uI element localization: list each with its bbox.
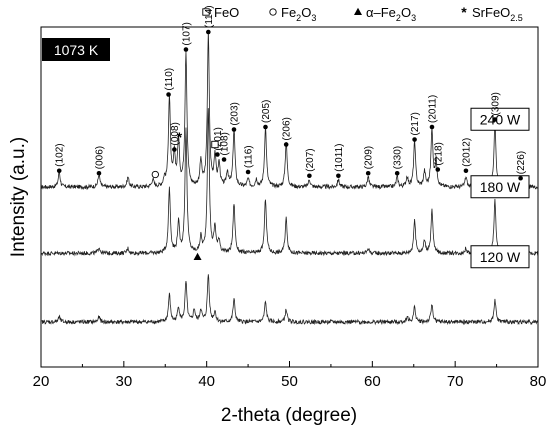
legend-label: FeO	[214, 5, 239, 20]
peak-dot-marker	[518, 175, 523, 181]
peak-dot-marker	[221, 157, 227, 162]
peak-dot-marker	[56, 168, 62, 174]
peak-dot-marker	[365, 170, 371, 176]
peak-label: (2011)	[427, 95, 438, 123]
peak-label: (2012)	[461, 138, 472, 167]
peak-label: (116)	[244, 145, 255, 168]
legend-marker-circle	[269, 8, 277, 16]
peak-label: (205)	[261, 100, 272, 123]
peak-label: (201)	[213, 127, 224, 150]
peak-dot-marker	[166, 92, 171, 97]
peak-dot-marker	[429, 124, 435, 130]
peak-dot-marker	[183, 47, 189, 52]
series-label: 240 W	[470, 107, 530, 131]
peak-label: (110)	[164, 68, 175, 91]
legend-item-triangle: α–Fe2O3	[354, 5, 416, 23]
peak-dot-marker	[283, 142, 289, 147]
xrd-series-0	[40, 30, 539, 191]
peak-label: (218)	[433, 142, 444, 165]
temperature-tag-text: 1073 K	[54, 42, 99, 58]
peak-dot-marker	[394, 170, 400, 176]
peak-labels: (102) (006) (110) (008) (107) (114) (201)(108)…	[55, 5, 527, 181]
peak-dot-marker	[307, 173, 312, 179]
series-label-text: 180 W	[480, 179, 521, 195]
peak-dot-marker	[492, 117, 498, 122]
series-label-text: 120 W	[480, 249, 521, 265]
peak-dot-marker	[245, 169, 251, 175]
phase-marker-circle	[151, 170, 159, 179]
x-tick-label: 30	[115, 373, 132, 390]
series-label: 180 W	[470, 175, 530, 199]
x-tick-label: 20	[33, 373, 50, 390]
peak-label: (330)	[393, 146, 404, 169]
legend-item-star: * SrFeO2.5	[461, 4, 523, 23]
legend-marker-square	[202, 8, 210, 16]
legend-label: α–Fe2O3	[366, 5, 416, 23]
legend-label: SrFeO2.5	[472, 5, 523, 23]
legend-item-square: FeO	[202, 5, 239, 20]
legend-item-circle: Fe2O3	[269, 5, 316, 23]
x-tick-label: 50	[281, 373, 298, 390]
x-tick-label: 60	[364, 373, 381, 390]
series-labels: 240 W 180 W 120 W	[470, 107, 530, 269]
legend-marker-star: *	[461, 4, 467, 20]
peak-dot-marker	[336, 173, 341, 179]
peak-dot-marker	[435, 167, 441, 172]
peak-dot-marker	[231, 127, 237, 132]
peak-label: (1011)	[334, 144, 345, 172]
peak-dot-marker	[412, 137, 417, 142]
temperature-tag: 1073 K	[42, 38, 110, 61]
peak-dot-marker	[463, 168, 469, 174]
peak-label: (006)	[94, 146, 105, 169]
peak-label: (107)	[181, 22, 192, 45]
phase-marker-square	[211, 140, 219, 149]
svg-text:*: *	[177, 129, 183, 145]
peak-label: (108)	[220, 132, 231, 155]
legend-marker-triangle	[354, 7, 362, 15]
legend-label: Fe2O3	[281, 5, 316, 23]
peak-label: (203)	[230, 102, 241, 125]
phase-marker-star: *	[177, 129, 183, 145]
peak-label: (226)	[516, 151, 527, 174]
xrd-series-2	[40, 274, 539, 326]
xrd-series-1	[40, 108, 539, 257]
peak-dot-marker	[96, 170, 102, 176]
peak-label: (102)	[55, 143, 66, 166]
plot-frame	[40, 26, 539, 368]
xrd-curves	[40, 30, 539, 326]
x-tick-label: 70	[447, 373, 464, 390]
x-axis-label: 2-theta (degree)	[221, 405, 357, 426]
x-tick-label: 40	[198, 373, 215, 390]
phase-marker-triangle	[193, 252, 202, 260]
x-axis: 20 30 40 50 60 70 80	[33, 361, 547, 390]
peak-dot-marker	[172, 147, 177, 152]
series-label: 120 W	[470, 245, 530, 269]
series-label-text: 240 W	[480, 111, 521, 127]
peak-dot-marker	[215, 152, 220, 157]
svg-text:*: *	[461, 4, 467, 20]
peak-label: (209)	[364, 146, 375, 169]
peak-label: (207)	[305, 148, 316, 171]
peak-label: (309)	[490, 92, 501, 115]
peak-label: (217)	[410, 112, 421, 135]
peak-dot-marker	[206, 29, 211, 35]
peak-label: (008)	[170, 122, 181, 145]
peak-dot-marker	[263, 124, 268, 130]
peak-label: (114)	[204, 5, 215, 28]
peak-label: (206)	[282, 117, 293, 140]
phase-markers: *	[151, 129, 219, 260]
x-tick-label: 80	[530, 373, 547, 390]
y-axis-label: Intensity (a.u.)	[8, 137, 29, 257]
